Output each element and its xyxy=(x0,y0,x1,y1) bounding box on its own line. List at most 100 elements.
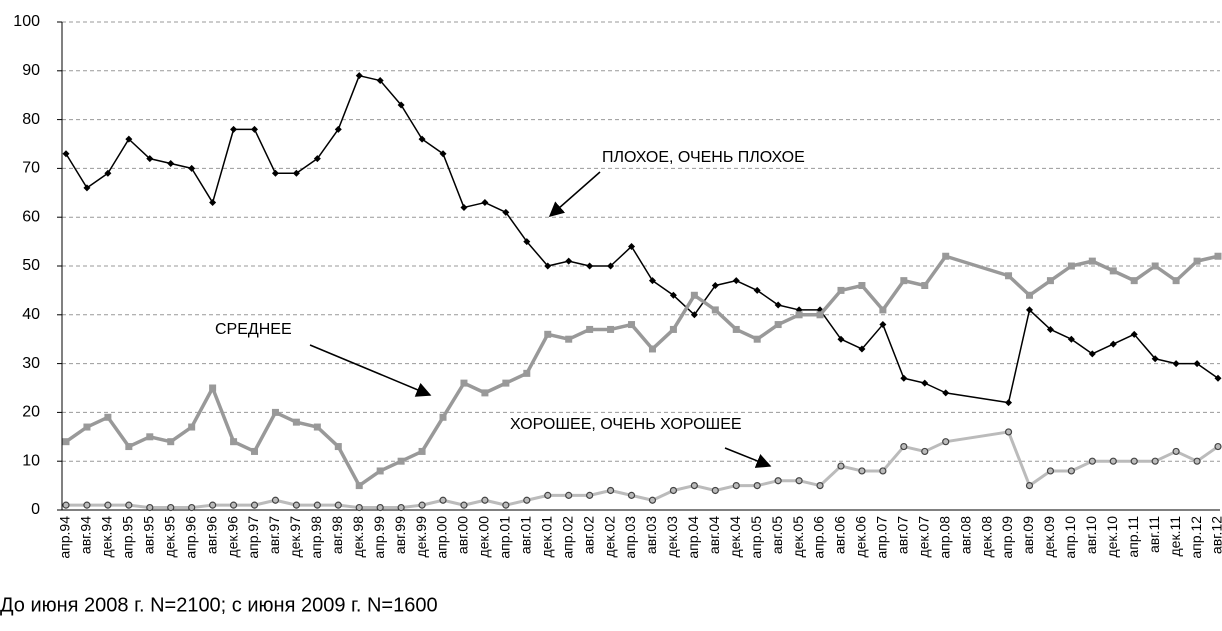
x-tick-label: апр.96 xyxy=(182,516,198,559)
marker xyxy=(879,321,887,329)
x-tick-label: апр.07 xyxy=(874,516,890,559)
annotation-arrow xyxy=(724,447,772,468)
x-tick-label: апр.94 xyxy=(57,516,73,559)
marker xyxy=(900,442,908,451)
marker xyxy=(62,150,70,158)
marker xyxy=(1214,252,1222,260)
marker xyxy=(292,169,300,177)
marker xyxy=(1088,350,1096,358)
x-tick-label: дек.06 xyxy=(853,516,869,558)
marker xyxy=(669,291,677,299)
marker xyxy=(586,262,594,270)
marker xyxy=(1005,399,1013,407)
x-tick-label: авг.04 xyxy=(706,516,722,554)
marker xyxy=(104,501,112,509)
marker xyxy=(355,503,363,512)
marker xyxy=(711,306,719,314)
marker xyxy=(606,486,615,495)
marker xyxy=(628,321,636,329)
marker xyxy=(104,169,112,177)
marker xyxy=(209,384,217,392)
x-tick-label: апр.05 xyxy=(748,516,764,559)
marker xyxy=(418,135,426,143)
x-tick-label: авг.03 xyxy=(643,516,659,554)
marker xyxy=(334,501,342,509)
marker xyxy=(1067,335,1075,343)
marker xyxy=(188,423,196,431)
marker xyxy=(125,135,133,143)
x-tick-label: апр.99 xyxy=(371,516,387,559)
y-tick-label: 80 xyxy=(22,111,40,128)
marker xyxy=(146,433,154,441)
marker xyxy=(460,379,468,387)
annotation: ХОРОШЕЕ, ОЧЕНЬ ХОРОШЕЕ xyxy=(510,416,742,433)
marker xyxy=(690,482,698,490)
x-tick-label: дек.07 xyxy=(915,516,931,558)
x-tick-label: апр.04 xyxy=(685,516,701,559)
x-tick-label: авг.12 xyxy=(1209,516,1222,554)
x-tick-label: апр.02 xyxy=(559,516,575,559)
x-tick-label: апр.11 xyxy=(1125,516,1141,558)
marker xyxy=(313,423,321,431)
marker xyxy=(774,321,782,329)
x-tick-label: апр.10 xyxy=(1062,516,1078,559)
marker xyxy=(188,164,196,172)
marker xyxy=(900,374,908,382)
marker xyxy=(502,501,510,509)
marker xyxy=(313,501,321,509)
marker xyxy=(1193,257,1201,265)
x-tick-label: апр.97 xyxy=(245,516,261,559)
x-tick-label: дек.94 xyxy=(99,516,115,558)
y-tick-label: 60 xyxy=(22,208,40,225)
x-tick-label: апр.12 xyxy=(1188,516,1204,559)
x-tick-label: дек.08 xyxy=(978,516,994,558)
marker xyxy=(1067,262,1075,270)
marker xyxy=(1193,457,1201,465)
x-tick-label: дек.11 xyxy=(1167,516,1183,557)
annotation-arrow xyxy=(548,171,601,217)
marker xyxy=(502,379,510,387)
marker xyxy=(711,486,719,495)
series-line xyxy=(65,74,1219,404)
footnote: До июня 2008 г. N=2100; с июня 2009 г. N… xyxy=(0,594,438,616)
x-tick-label: авг.08 xyxy=(957,516,973,554)
x-tick-label: авг.98 xyxy=(329,516,345,554)
marker xyxy=(1172,447,1180,456)
marker xyxy=(418,447,426,455)
marker xyxy=(648,496,657,504)
x-tick-label: авг.06 xyxy=(832,516,848,554)
annotation: СРЕДНЕЕ xyxy=(215,321,292,338)
y-tick-label: 0 xyxy=(31,501,40,518)
x-tick-label: дек.03 xyxy=(664,516,680,558)
marker xyxy=(251,447,259,455)
marker xyxy=(648,277,656,285)
marker xyxy=(544,491,552,499)
marker xyxy=(481,389,489,397)
marker xyxy=(83,501,91,509)
x-tick-label: авг.96 xyxy=(203,516,219,554)
marker xyxy=(481,199,489,207)
marker xyxy=(250,501,259,509)
marker xyxy=(942,438,950,446)
marker xyxy=(669,325,677,333)
x-tick-label: авг.01 xyxy=(518,516,534,554)
marker xyxy=(858,282,866,290)
marker xyxy=(607,325,615,333)
marker xyxy=(83,423,91,431)
marker xyxy=(1025,306,1033,314)
marker xyxy=(523,496,531,504)
marker xyxy=(648,345,656,353)
marker xyxy=(816,482,824,490)
marker xyxy=(334,443,342,451)
marker xyxy=(230,125,238,133)
marker xyxy=(439,496,447,504)
marker xyxy=(1004,428,1013,436)
marker xyxy=(62,438,70,446)
marker xyxy=(376,503,384,512)
annotation: ПЛОХОЕ, ОЧЕНЬ ПЛОХОЕ xyxy=(602,149,805,166)
marker xyxy=(586,491,594,499)
marker xyxy=(1067,467,1075,475)
x-tick-label: авг.10 xyxy=(1083,516,1099,554)
marker xyxy=(460,203,468,211)
marker xyxy=(837,286,845,294)
